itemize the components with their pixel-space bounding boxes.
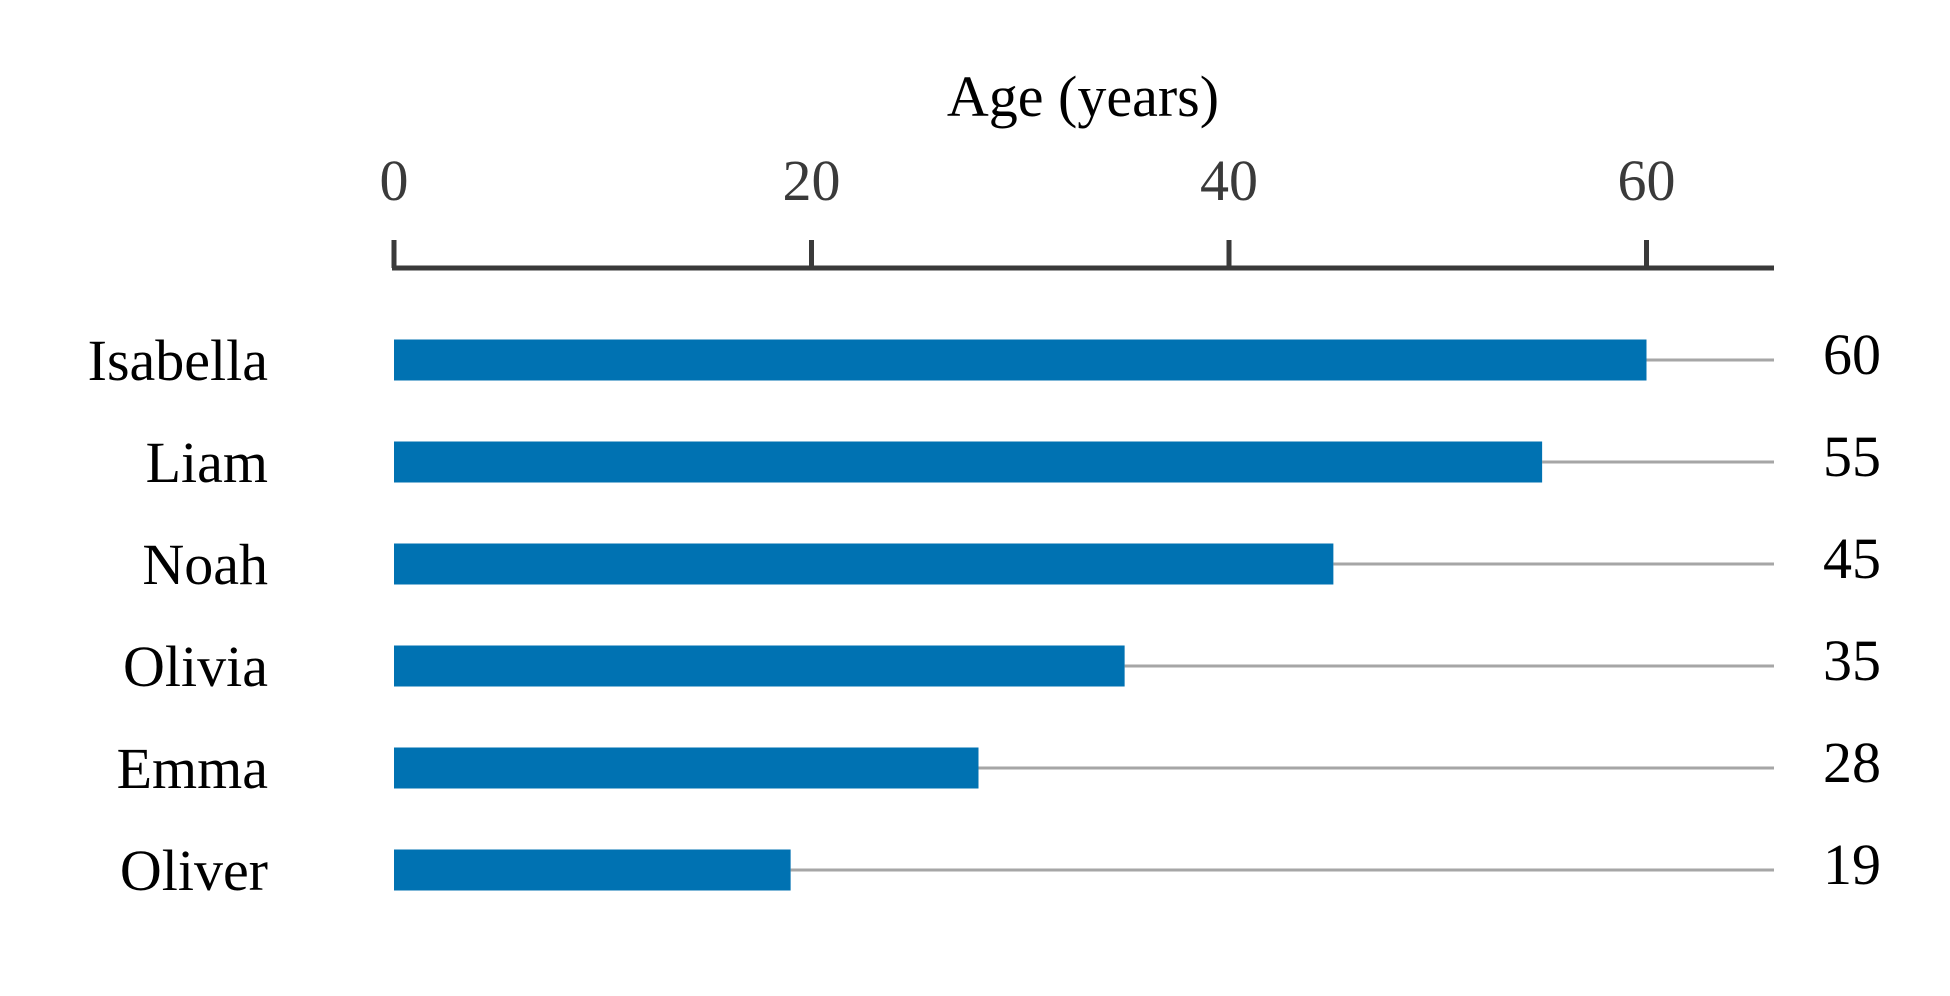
category-label: Olivia <box>123 634 268 699</box>
bar-emma <box>394 747 979 789</box>
category-label: Oliver <box>120 838 268 903</box>
bar-olivia <box>394 645 1125 687</box>
bar-liam <box>394 441 1543 483</box>
bar-isabella <box>394 339 1647 381</box>
x-axis-title: Age (years) <box>947 64 1219 129</box>
bar-oliver <box>394 849 791 891</box>
category-label: Isabella <box>88 328 268 393</box>
x-axis: 0 20 40 60 <box>380 148 1774 271</box>
bars: Isabella 60 Liam 55 Noah 45 Olivia 35 Emma 28 Oliv… <box>88 322 1881 903</box>
value-label: 60 <box>1823 322 1881 387</box>
value-label: 45 <box>1823 526 1881 591</box>
x-tick-label: 40 <box>1200 148 1258 213</box>
category-label: Noah <box>142 532 268 597</box>
x-tick-label: 0 <box>380 148 409 213</box>
x-tick-label: 20 <box>783 148 841 213</box>
value-label: 35 <box>1823 628 1881 693</box>
x-tick-label: 60 <box>1618 148 1676 213</box>
value-label: 55 <box>1823 424 1881 489</box>
value-label: 28 <box>1823 730 1881 795</box>
category-label: Liam <box>146 430 268 495</box>
value-label: 19 <box>1823 832 1881 897</box>
category-label: Emma <box>117 736 268 801</box>
bar-noah <box>394 543 1334 585</box>
